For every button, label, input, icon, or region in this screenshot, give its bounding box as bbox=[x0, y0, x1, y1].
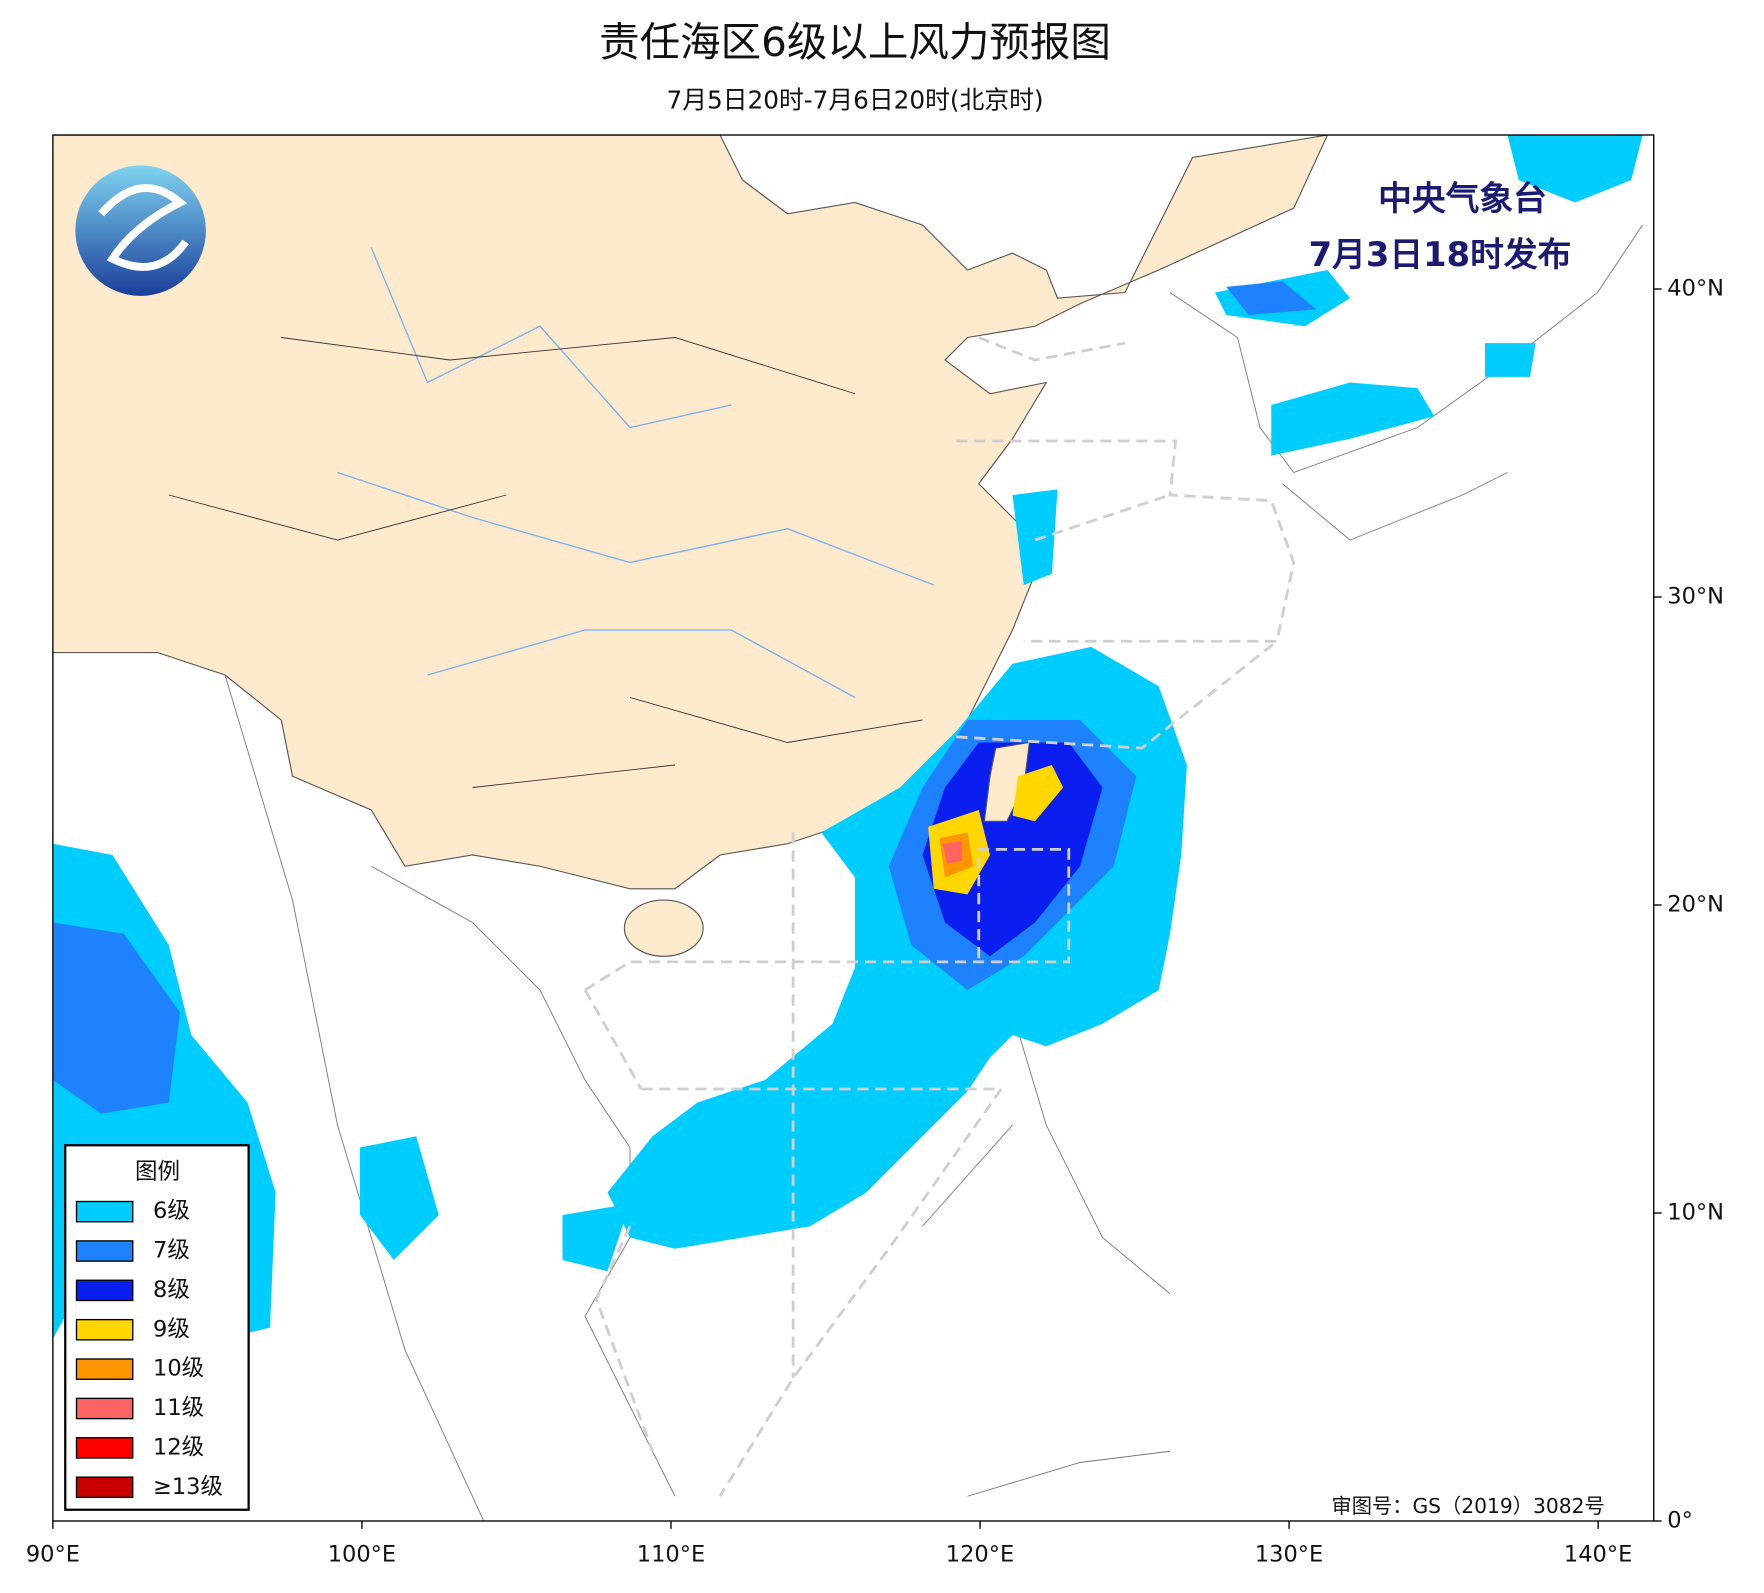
legend-swatch bbox=[75, 1397, 134, 1420]
x-tick-label: 120°E bbox=[946, 1541, 1014, 1567]
legend-label: 8级 bbox=[153, 1277, 190, 1303]
legend-swatch bbox=[75, 1476, 134, 1499]
legend-label: 10级 bbox=[153, 1356, 204, 1382]
approval-number: 审图号：GS（2019）3082号 bbox=[1331, 1494, 1604, 1518]
legend-label: 9级 bbox=[153, 1316, 190, 1342]
y-tick-label: 10°N bbox=[1667, 1200, 1724, 1226]
legend-label: 11级 bbox=[153, 1395, 204, 1421]
legend-label: ≥13级 bbox=[153, 1474, 223, 1500]
issue-time: 7月3日18时发布 bbox=[1309, 235, 1572, 274]
legend-swatch bbox=[75, 1318, 134, 1341]
china-land bbox=[52, 135, 1329, 890]
legend-swatch bbox=[75, 1358, 134, 1380]
legend-label: 7级 bbox=[153, 1238, 190, 1264]
x-tick-label: 130°E bbox=[1255, 1541, 1323, 1567]
map-layer: 责任海区6级以上风力预报图 7月5日20时-7月6日20时(北京时) 中央气象台… bbox=[26, 18, 1724, 1567]
legend-swatch bbox=[75, 1240, 134, 1262]
y-tick-label: 30°N bbox=[1667, 584, 1724, 610]
legend-swatch bbox=[75, 1200, 134, 1223]
y-tick-label: 20°N bbox=[1667, 892, 1724, 918]
x-tick-label: 140°E bbox=[1564, 1541, 1632, 1567]
x-tick-label: 110°E bbox=[637, 1541, 705, 1567]
legend-label: 12级 bbox=[153, 1434, 204, 1460]
axes: 90°E 100°E 110°E 120°E 130°E 140°E 0° 10°N 20°N 3… bbox=[26, 276, 1724, 1568]
legend-swatch bbox=[75, 1437, 134, 1459]
zone-lines bbox=[583, 336, 1296, 1497]
x-tick-label: 100°E bbox=[328, 1541, 396, 1567]
map-body bbox=[52, 135, 1654, 1521]
y-tick-label: 0° bbox=[1667, 1508, 1693, 1534]
subtitle: 7月5日20时-7月6日20时(北京时) bbox=[667, 85, 1044, 114]
legend-swatch bbox=[75, 1279, 134, 1302]
map-frame bbox=[52, 134, 1655, 1522]
wind-8 bbox=[922, 742, 1103, 957]
issuer: 中央气象台 bbox=[1378, 179, 1547, 218]
legend: 图例 6级 7级 8级 9级 10级 11级 12级 ≥13级 bbox=[64, 1144, 250, 1511]
y-tick-label: 40°N bbox=[1667, 276, 1724, 302]
x-tick-label: 90°E bbox=[26, 1541, 80, 1567]
legend-label: 6级 bbox=[153, 1198, 190, 1224]
wind-10-11 bbox=[939, 832, 974, 878]
title: 责任海区6级以上风力预报图 bbox=[599, 18, 1111, 66]
legend-title: 图例 bbox=[135, 1159, 180, 1185]
